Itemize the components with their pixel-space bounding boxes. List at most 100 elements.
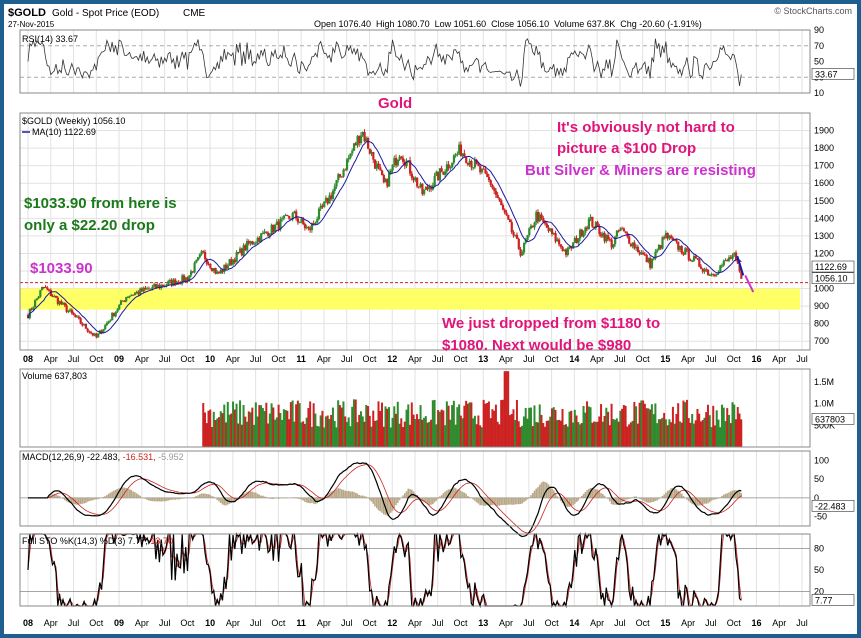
volume-bar [438,411,441,447]
macd-hist-bar [305,497,308,503]
candle-body [550,228,554,234]
candle-body [81,323,84,326]
macd-hist-bar [726,493,729,498]
candle-body [610,239,613,248]
macd-hist-bar [181,497,184,499]
volume-bar [612,418,615,447]
volume-bar [314,413,317,447]
rsi-line [27,38,742,87]
candle-body [501,205,505,210]
drop-arrow-blue [736,255,745,276]
candle-body [580,229,583,237]
macd-hist-bar [174,497,177,500]
volume-bar [522,416,525,447]
candle-body [445,164,449,172]
y-tick-label: 1800 [814,143,834,153]
x-tick-label: Oct [636,354,651,364]
candle-body [347,157,350,160]
volume-bar [699,421,702,447]
candle-body [575,237,578,244]
candle-body [472,167,475,169]
macd-hist-bar [382,497,385,515]
macd-hist-bar [540,482,543,498]
volume-bar [489,418,492,447]
candle-body [512,231,515,236]
volume-bar [328,418,331,447]
candle-body [738,263,741,272]
macd-hist-bar [715,497,718,500]
volume-bar [386,408,389,447]
macd-hist-bar [519,497,522,505]
volume-bar [204,412,207,447]
x-tick-label: Oct [271,354,286,364]
x-tick-label: Oct [636,618,651,628]
volume-bar [650,404,653,447]
macd-hist-bar [144,497,147,499]
volume-bar [212,411,215,447]
candle-body [95,333,98,338]
candle-body [405,161,408,167]
macd-hist-bar [340,489,343,498]
volume-bar [656,423,659,447]
volume-bar [470,402,473,447]
candle-body [270,224,273,235]
candle-body [398,156,401,160]
candle-body [449,167,452,169]
x-tick-label: 08 [23,354,33,364]
macd-hist-bar [568,497,571,507]
candle-body [452,155,456,163]
volume-bar [554,409,557,447]
volume-bar [345,421,348,447]
volume-bar [402,426,405,447]
candle-body [309,227,312,231]
volume-bar [363,421,366,447]
macd-hist-bar [163,497,166,502]
volume-bar [712,405,715,447]
candle-body [543,222,547,224]
candle-body [132,294,135,296]
volume-bar [298,403,301,447]
macd-hist-bar [584,492,587,498]
candle-body [647,258,650,263]
x-tick-label: Apr [590,618,604,628]
macd-hist-bar [460,490,462,498]
macd-hist-bar [127,488,129,498]
candle-body [617,230,620,232]
volume-bar [323,427,326,447]
candle-body [198,254,201,258]
macd-hist-bar [389,497,392,513]
candle-body [624,231,627,234]
x-tick-label: Jul [250,618,262,628]
macd-hist-bar [446,490,448,498]
volume-bar [312,403,315,447]
volume-bar [529,407,532,447]
candle-body [517,238,520,249]
macd-hist-bar [179,497,182,500]
candle-body [277,221,280,230]
x-tick-label: Jul [159,354,171,364]
annotation-c1: $1033.90 [30,260,93,277]
volume-bar [456,407,459,447]
macd-hist-bar [221,497,224,505]
volume-bar [333,421,336,447]
y-tick-label: 1.0M [814,399,834,409]
candle-body [556,239,559,242]
volume-bar [654,403,657,447]
volume-bar [517,421,520,447]
volume-bar [696,408,699,447]
candle-body [365,138,368,142]
volume-bar [233,409,236,447]
macd-hist-bar [130,490,133,498]
candle-body [359,135,363,144]
macd-hist-bar [311,497,313,503]
volume-bar [358,414,361,447]
candle-body [345,159,349,170]
candle-body [552,233,555,235]
macd-hist-bar [472,497,474,500]
candle-body [321,205,324,207]
macd-hist-bar [554,492,557,498]
volume-bar [514,419,517,447]
macd-hist-bar [346,491,348,498]
value-tag-box [811,500,855,512]
candle-body [559,244,562,247]
